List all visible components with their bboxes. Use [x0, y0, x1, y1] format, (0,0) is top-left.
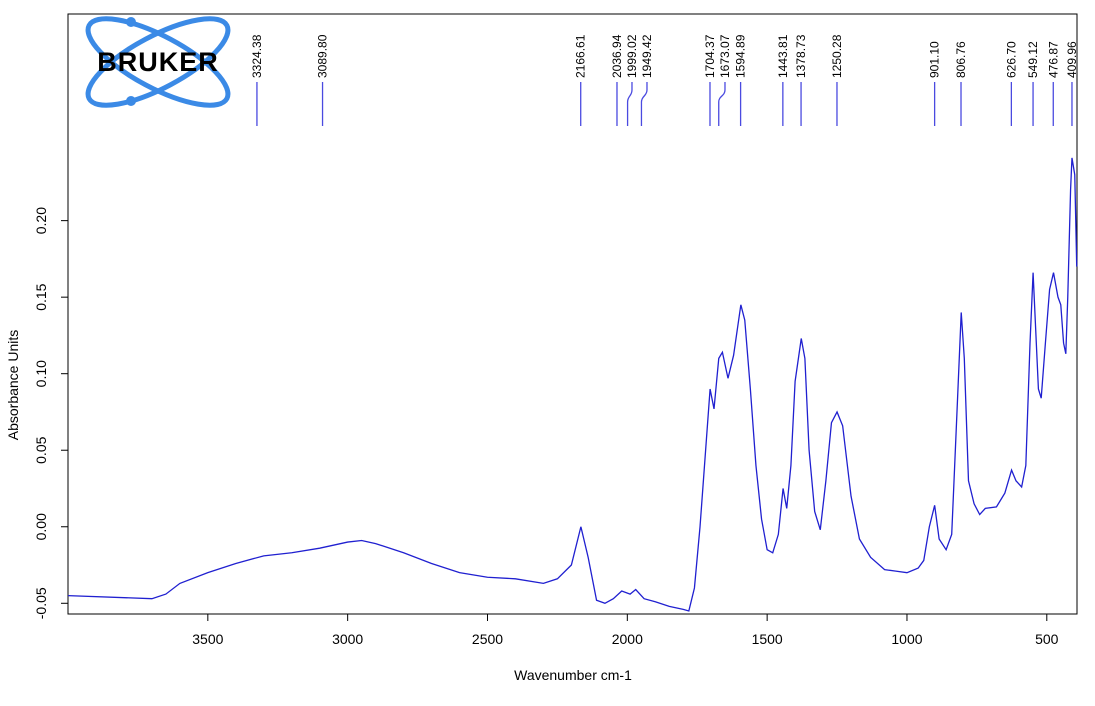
y-tick-label: 0.05 [33, 436, 49, 463]
spectrum-line [67, 157, 1078, 612]
peak-label: 1673.07 [718, 34, 732, 78]
peak-marker [626, 82, 633, 126]
peak-label: 1999.02 [625, 34, 639, 78]
peak-label: 901.10 [928, 41, 942, 78]
peak-label: 3324.38 [250, 34, 264, 78]
y-tick-label: 0.10 [33, 360, 49, 387]
y-tick-label: -0.05 [33, 587, 49, 619]
x-tick-label: 2500 [472, 631, 503, 647]
x-axis-title: Wavenumber cm-1 [514, 667, 632, 683]
x-tick-label: 3000 [332, 631, 363, 647]
plot-frame [67, 13, 1078, 615]
peak-label: 1378.73 [794, 34, 808, 78]
peak-label: 2166.61 [574, 34, 588, 78]
peak-label: 549.12 [1026, 41, 1040, 78]
logo-dot [126, 17, 136, 27]
peak-label: 626.70 [1004, 41, 1018, 78]
x-tick-label: 2000 [612, 631, 643, 647]
y-axis-title: Absorbance Units [5, 330, 21, 441]
peak-label: 1250.28 [830, 34, 844, 78]
logo-orbit [85, 16, 231, 108]
x-tick-label: 3500 [192, 631, 223, 647]
peak-label: 1704.37 [703, 34, 717, 78]
x-tick-label: 1500 [752, 631, 783, 647]
peak-label: 3089.80 [316, 34, 330, 78]
logo: BRUKER [85, 16, 231, 108]
x-tick-label: 500 [1035, 631, 1059, 647]
peak-marker [718, 82, 726, 126]
peak-label: 2036.94 [610, 34, 624, 78]
peak-label: 1594.89 [734, 34, 748, 78]
y-tick-label: 0.15 [33, 283, 49, 310]
logo-text: BRUKER [97, 47, 219, 77]
logo-orbit [85, 16, 231, 108]
x-tick-label: 1000 [891, 631, 922, 647]
peak-label: 409.96 [1065, 41, 1079, 78]
y-tick-label: 0.00 [33, 513, 49, 540]
logo-dot [126, 96, 136, 106]
peak-label: 1443.81 [776, 34, 790, 78]
peak-marker [640, 82, 648, 126]
peak-label: 1949.42 [640, 34, 654, 78]
peak-label: 476.87 [1046, 41, 1060, 78]
y-tick-label: 0.20 [33, 207, 49, 234]
peak-label: 806.76 [954, 41, 968, 78]
